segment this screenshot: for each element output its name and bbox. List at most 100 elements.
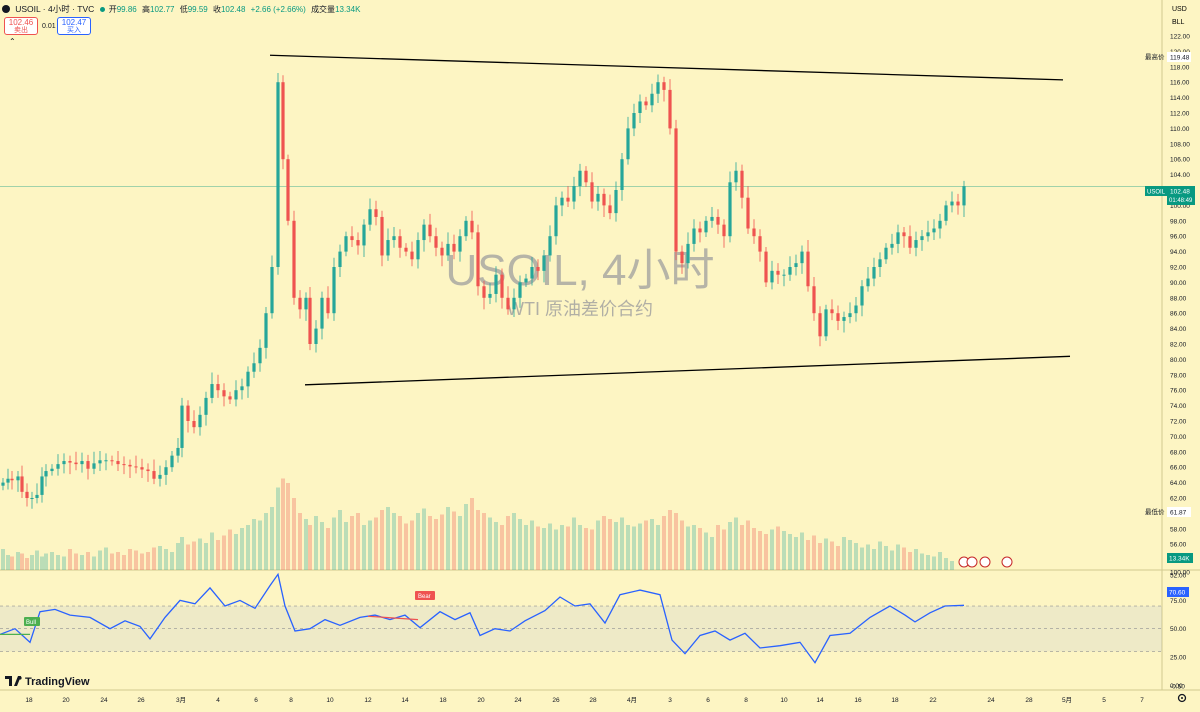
volume-bar	[440, 514, 444, 570]
us-flag-icon[interactable]	[979, 556, 991, 568]
candle-body	[620, 159, 624, 190]
volume-bar	[464, 504, 468, 570]
candle-body	[286, 159, 290, 221]
candle-body	[222, 390, 226, 397]
candle-body	[356, 240, 360, 246]
low-label: 低	[179, 5, 188, 14]
low-tag: 最低价 61.87	[1145, 507, 1191, 517]
volume-bar	[482, 513, 486, 570]
gear-icon-ring[interactable]	[1177, 693, 1187, 703]
volume-bar	[368, 520, 372, 570]
time-tick-label: 4	[216, 697, 220, 704]
candle-body	[304, 297, 308, 310]
volume-bar	[782, 531, 786, 570]
tradingview-logo-icon	[5, 676, 21, 686]
time-axis[interactable]: 18 20 24 26 3月 4 6 8 10 12 14 18 20 24 26 28 4月 3 6 8 10 14 16…	[25, 696, 1144, 704]
volume-bar	[692, 525, 696, 570]
price-tick-label: 92.00	[1170, 265, 1187, 272]
volume-bar	[740, 525, 744, 570]
candle-body	[758, 236, 762, 252]
volume-bar	[626, 525, 630, 570]
high-tag-label: 最高价	[1145, 52, 1165, 61]
trendlines-layer	[269, 54, 1071, 386]
candle-body	[686, 243, 690, 264]
candle-body	[536, 267, 540, 271]
candle-body	[938, 220, 942, 229]
candle-body	[746, 197, 750, 229]
volume-bar	[584, 528, 588, 570]
price-tick-label: 104.00	[1170, 172, 1190, 179]
candle-body	[548, 236, 552, 256]
time-tick-label: 6	[706, 697, 710, 704]
candle-body	[228, 396, 232, 400]
candle-body	[788, 267, 792, 275]
volume-bar	[116, 552, 120, 570]
volume-bar	[566, 526, 570, 570]
candle-body	[830, 309, 834, 314]
candle-body	[542, 255, 546, 271]
volume-bar	[890, 550, 894, 570]
volume-tag: 13.34K	[1167, 553, 1193, 563]
volume-bar	[548, 523, 552, 570]
candle-body	[104, 460, 108, 462]
candle-body	[680, 251, 684, 264]
rsi-tick-label: 50.00	[1170, 626, 1187, 633]
us-flag-icon[interactable]	[966, 556, 978, 568]
collapse-chevron-icon[interactable]: ⌃	[9, 37, 16, 46]
volume-bar	[270, 507, 274, 570]
volume-tag-value: 13.34K	[1169, 556, 1190, 563]
volume-bar	[824, 538, 828, 570]
candle-body	[488, 293, 492, 298]
price-tick-label: 116.00	[1170, 80, 1190, 87]
volume-bar	[668, 510, 672, 570]
volume-bar	[794, 537, 798, 570]
volume-bar	[848, 540, 852, 570]
candles-layer	[1, 72, 966, 509]
volume-bar	[146, 552, 150, 570]
time-tick-label: 20	[62, 697, 70, 704]
volume-bar	[452, 511, 456, 570]
candle-body	[74, 462, 78, 465]
bear-divergence-line	[367, 615, 419, 621]
volume-bar	[620, 517, 624, 570]
volume-bar	[674, 513, 678, 570]
us-flag-icon[interactable]	[1001, 556, 1013, 568]
candle-body	[524, 278, 528, 283]
sell-button[interactable]: 102.46 卖出	[4, 17, 38, 35]
volume-bar	[204, 543, 208, 570]
volume-bar	[608, 519, 612, 570]
candle-body	[530, 267, 534, 279]
candle-body	[40, 476, 44, 495]
volume-value: 13.34K	[335, 5, 361, 14]
volume-bar	[872, 549, 876, 570]
time-tick-label: 8	[744, 697, 748, 704]
gear-icon[interactable]	[1177, 693, 1187, 703]
bll-label[interactable]: BLL	[1172, 19, 1185, 26]
candle-body	[698, 228, 702, 233]
volume-bar	[908, 552, 912, 570]
buy-button[interactable]: 102.47 买入	[57, 17, 91, 35]
volume-bar	[404, 523, 408, 570]
gear-icon-core[interactable]	[1181, 697, 1183, 699]
currency-label[interactable]: USD	[1172, 6, 1187, 13]
candle-body	[464, 220, 468, 237]
candle-body	[6, 478, 10, 483]
candle-body	[422, 224, 426, 241]
candle-body	[10, 478, 14, 481]
candle-body	[204, 397, 208, 415]
candle-body	[428, 224, 432, 237]
candle-body	[656, 82, 660, 94]
price-tick-label: 78.00	[1170, 372, 1187, 379]
candle-body	[276, 82, 280, 267]
volume-bar	[860, 547, 864, 570]
price-tick-label: 100.00	[1170, 203, 1190, 210]
event-flags[interactable]	[958, 556, 1013, 568]
price-tick-label: 110.00	[1170, 126, 1190, 133]
candle-body	[110, 460, 114, 462]
volume-bar	[578, 525, 582, 570]
candle-body	[270, 267, 274, 314]
candle-body	[410, 251, 414, 260]
symbol-line[interactable]: USOIL · 4小时 · TVC	[15, 4, 95, 14]
volume-bar	[158, 546, 162, 570]
bull-signal: Bull	[24, 617, 40, 626]
